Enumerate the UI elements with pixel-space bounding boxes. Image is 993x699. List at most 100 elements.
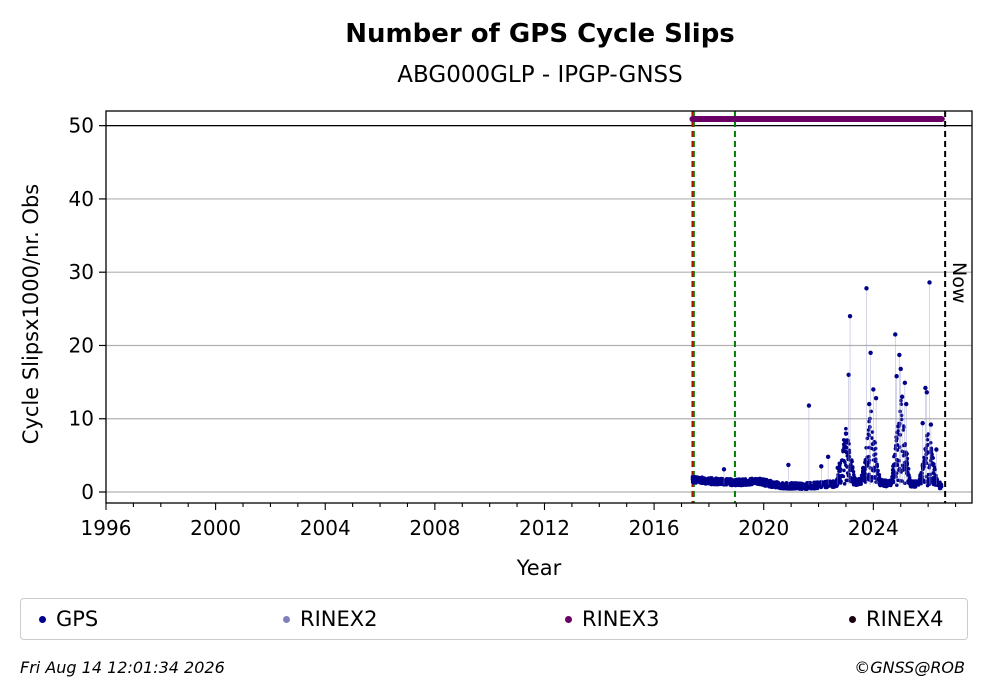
gps-point [870,430,875,434]
gps-point [920,471,924,475]
legend-item-rinex3: RINEX3 [565,599,660,639]
gps-point [813,480,817,485]
gps-point [930,455,935,460]
gps-point [847,468,852,473]
y-tick-label: 0 [81,480,94,504]
gps-point [881,479,885,484]
gps-point [805,484,810,488]
gps-point [823,480,827,485]
gps-point [873,446,878,451]
gps-point [837,461,842,466]
gps-point [759,477,764,481]
gps-point [717,477,722,482]
footer-timestamp: Fri Aug 14 12:01:34 2026 [20,658,225,677]
x-tick-label: 2004 [300,516,351,540]
gps-point [794,483,798,487]
gps-point [899,398,903,403]
gps-outlier-point [899,394,905,399]
gps-point [919,481,923,486]
gps-outlier-point [819,464,824,469]
gps-point [860,470,865,475]
gps-point [692,480,697,485]
gps-point [846,457,850,462]
gps-point [902,425,906,429]
gps-point [844,478,849,483]
gps-point [872,466,876,471]
gps-outlier-point [786,462,791,468]
gps-point [922,461,927,466]
gps-point [785,487,790,491]
gps-point [755,482,760,486]
gps-point [839,458,844,463]
gps-point [901,468,905,472]
gps-point [727,478,731,483]
gps-point [889,481,894,486]
gps-point [869,409,873,414]
gps-point [875,463,879,467]
gps-point [939,484,943,489]
gps-point [898,409,902,414]
x-tick-label: 2000 [190,516,241,540]
gps-outlier-point [871,387,876,392]
gps-outlier-point [897,352,902,358]
gps-point [931,482,936,487]
gps-point [895,458,900,463]
legend-label-rinex3: RINEX3 [582,607,660,631]
gps-point [864,445,868,450]
gps-point [868,416,872,421]
gps-point [884,484,889,489]
gps-point [901,443,906,448]
gps-point [867,425,872,429]
gps-outlier-point [902,380,908,386]
gps-point [892,454,897,458]
x-tick-label: 2016 [629,516,680,540]
gps-point [934,480,939,485]
gps-point [832,480,837,485]
gps-point [924,448,928,453]
y-tick-label: 20 [69,333,94,357]
gps-outlier-point [806,403,812,408]
gps-point [730,483,734,488]
gps-point [763,484,768,488]
gps-outlier-point [904,401,909,407]
plot-frame [105,110,973,504]
chart-subtitle: ABG000GLP - IPGP-GNSS [397,62,682,88]
gps-point [869,475,873,480]
gps-point [862,473,867,477]
gps-point [912,482,917,487]
gps-point [797,483,802,487]
gps-point [745,479,750,483]
gps-point [919,477,924,481]
gps-point [866,428,871,432]
gps-outlier-point [867,401,872,407]
gps-point [928,458,933,463]
x-tick-label: 2012 [519,516,570,540]
gps-point [690,476,695,481]
gps-outlier-point [868,350,873,355]
gps-point [877,472,882,477]
gps-point [899,402,904,406]
gps-point [843,440,848,445]
legend-marker-rinex4 [849,615,856,623]
legend-item-rinex2: RINEX2 [283,599,378,639]
gps-point [841,449,845,454]
gps-point [867,472,871,477]
legend-label-rinex2: RINEX2 [300,607,378,631]
gps-outlier-point [893,332,898,337]
gps-point [762,479,767,484]
gps-outlier-point [894,374,899,379]
gps-point [922,465,927,469]
gps-point [869,479,874,483]
gps-point [899,417,904,422]
x-tick-label: 2008 [409,516,460,540]
gps-point [878,483,883,488]
gps-point [738,483,743,488]
gps-point [853,479,857,483]
gps-point [694,477,698,482]
gps-point [703,480,708,485]
now-label: Now [948,262,970,303]
gps-point [771,480,775,485]
gps-point [926,432,931,436]
gps-outlier-point [873,396,879,401]
